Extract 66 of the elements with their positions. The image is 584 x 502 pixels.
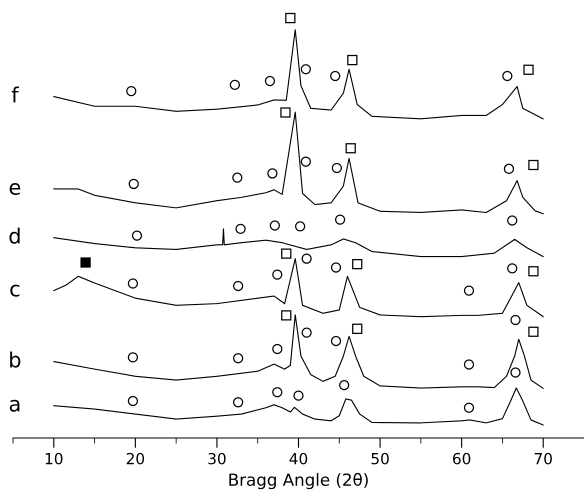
point [128, 352, 138, 363]
point [300, 156, 311, 167]
point [523, 64, 534, 75]
point [334, 214, 346, 225]
point [302, 327, 312, 338]
series-label: e [10, 183, 20, 196]
series-label: a [10, 400, 20, 412]
point [128, 396, 138, 406]
point [346, 143, 356, 154]
point [339, 380, 350, 390]
point [330, 70, 340, 82]
point [281, 248, 292, 259]
x-tick-label: 50 [372, 452, 389, 464]
x-tick-label: 10 [46, 452, 62, 464]
point [528, 160, 539, 170]
point [293, 390, 304, 401]
point [281, 310, 292, 321]
series-label: b [10, 351, 20, 368]
point [233, 280, 244, 292]
point [502, 70, 512, 82]
point [230, 80, 240, 90]
point [267, 168, 278, 179]
point [332, 162, 342, 174]
point [300, 64, 311, 74]
point [233, 353, 244, 364]
point [528, 326, 539, 337]
x-tick-label: 20 [126, 452, 144, 464]
point [280, 107, 291, 118]
series-label: c [10, 284, 20, 297]
point [510, 314, 521, 326]
point [352, 324, 362, 334]
point [80, 257, 91, 268]
point [294, 221, 306, 232]
point [510, 367, 521, 378]
point [235, 224, 246, 234]
point [272, 387, 282, 398]
point [272, 344, 282, 354]
x-tick-label: 60 [452, 452, 470, 464]
series-label: f [12, 86, 19, 102]
point [352, 259, 362, 270]
x-tick-label: 40 [290, 452, 308, 464]
point [330, 336, 342, 346]
point [507, 263, 518, 274]
point [126, 86, 136, 96]
point [272, 270, 282, 280]
series-label: d [9, 228, 20, 244]
point [285, 12, 296, 24]
point [302, 254, 312, 264]
x-axis-title: Bragg Angle (2θ) [229, 472, 368, 490]
point [270, 220, 280, 231]
point [464, 402, 474, 413]
x-tick-label: 70 [534, 452, 552, 464]
point [232, 172, 242, 183]
point [132, 230, 142, 241]
point [464, 359, 474, 370]
point [528, 266, 539, 276]
point [504, 164, 514, 174]
point [330, 262, 342, 273]
x-tick-label: 30 [208, 452, 226, 464]
point [464, 285, 474, 296]
point [128, 178, 139, 190]
point [507, 215, 518, 226]
point [233, 397, 244, 408]
point [347, 54, 358, 66]
point [264, 76, 276, 86]
point [128, 278, 138, 289]
